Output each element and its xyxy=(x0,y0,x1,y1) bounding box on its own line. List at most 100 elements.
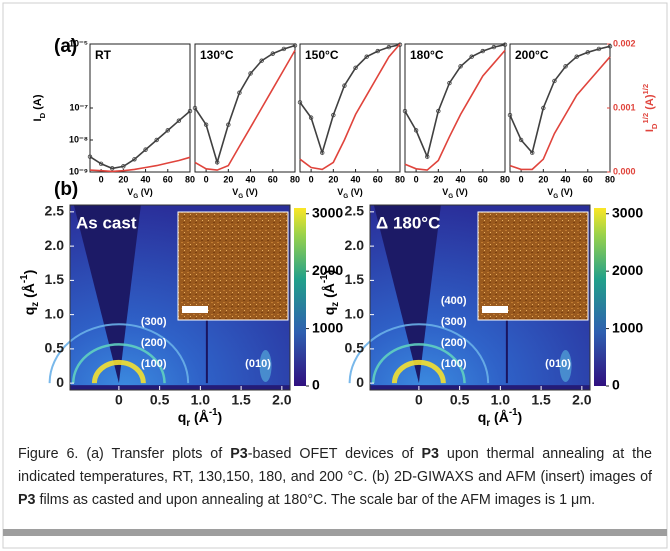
label-part: (Å xyxy=(321,283,337,302)
colorbar-tick-label: 3000 xyxy=(312,204,343,220)
y2-tick-label: 0.000 xyxy=(613,166,636,176)
x-tick-label: 0 xyxy=(414,174,419,184)
label-part: ) xyxy=(518,409,523,425)
curve-marker xyxy=(192,105,198,111)
curve xyxy=(509,45,611,155)
label-part: (A) xyxy=(644,94,656,113)
label-part: (V) xyxy=(453,187,468,197)
y2-tick-label: 0.001 xyxy=(613,102,636,112)
x-tick-label: 60 xyxy=(583,174,593,184)
curve-marker xyxy=(203,122,209,127)
peak-label: (300) xyxy=(441,316,467,328)
label-part: (Å xyxy=(21,283,37,302)
curve-marker xyxy=(248,71,253,76)
y-tick-label: 2.5 xyxy=(345,203,365,219)
curve-marker xyxy=(447,80,452,86)
divider xyxy=(3,529,667,536)
x-tick-label: 20 xyxy=(118,174,128,184)
label-part: q xyxy=(478,409,487,425)
curve-marker xyxy=(353,65,358,71)
label-part: (V) xyxy=(558,187,573,197)
curve-marker xyxy=(165,128,170,133)
x-tick-label: 20 xyxy=(328,174,338,184)
label-part: I xyxy=(32,118,44,121)
x-tick-label: 80 xyxy=(185,174,195,184)
plot-title: 150°C xyxy=(305,48,339,62)
label-part: (Å xyxy=(190,409,209,425)
caption-text: -based OFET devices of xyxy=(247,446,422,462)
plot-frame xyxy=(194,43,296,173)
label-part: I xyxy=(644,129,656,132)
x-tick-label: 2.0 xyxy=(572,392,592,408)
label-part: G xyxy=(553,193,558,200)
caption-bold: P3 xyxy=(18,492,36,508)
curve xyxy=(89,110,191,170)
caption-text: films as casted and upon annealing at 18… xyxy=(35,492,596,508)
label-part: -1 xyxy=(319,274,330,283)
x-tick-label: 0.5 xyxy=(150,392,170,408)
y-tick-label: 2.0 xyxy=(345,237,365,253)
curve-marker xyxy=(176,118,182,123)
label-part: V xyxy=(442,187,448,197)
y-tick-label: 10⁻⁵ xyxy=(69,38,88,48)
curve-marker xyxy=(259,58,264,63)
plot-title: 180°C xyxy=(410,48,444,62)
y-tick-label: 0 xyxy=(356,374,364,390)
label-part: ) xyxy=(21,270,37,275)
curve-marker xyxy=(320,150,325,155)
label-part: D xyxy=(38,112,47,118)
curve-marker xyxy=(491,44,497,50)
x-tick-label: 80 xyxy=(605,174,615,184)
curve-marker xyxy=(585,50,590,55)
x-tick-label: 1.0 xyxy=(191,392,211,408)
curve-marker xyxy=(143,147,148,152)
panel-label: (b) xyxy=(54,179,78,200)
label-part: G xyxy=(238,193,243,200)
y-tick-label: 1.5 xyxy=(345,271,365,287)
peak-label: (010) xyxy=(245,358,271,370)
caption-text: upon thermal annealing at the indicated … xyxy=(18,446,652,485)
y-axis-label: qz (Å-1) xyxy=(319,270,341,316)
curve-marker xyxy=(342,83,347,88)
peak-label: (200) xyxy=(441,337,467,349)
diffraction-ring xyxy=(48,323,190,384)
y-tick-label: 10⁻⁷ xyxy=(70,102,89,112)
label-part: 1/2 xyxy=(641,84,650,95)
colorbar-tick-label: 2000 xyxy=(612,262,643,278)
label-part: q xyxy=(321,307,337,316)
caption-bold: P3 xyxy=(230,446,248,462)
plot-title: 200°C xyxy=(515,48,549,62)
curve-marker xyxy=(364,54,369,59)
curve-marker xyxy=(541,105,546,111)
x-tick-label: 1.0 xyxy=(491,392,511,408)
curve-marker xyxy=(98,161,104,167)
pi-stack-peak xyxy=(259,350,272,383)
peak-label: (100) xyxy=(141,358,167,370)
peak-label: (010) xyxy=(545,358,571,370)
curve xyxy=(89,156,191,173)
scale-bar xyxy=(182,306,208,313)
x-tick-label: 40 xyxy=(141,174,151,184)
peak-label: (300) xyxy=(141,316,167,328)
caption: Figure 6. (a) Transfer plots of P3-based… xyxy=(18,443,652,512)
curve xyxy=(194,44,296,166)
x-tick-label: 80 xyxy=(395,174,405,184)
label-part: D xyxy=(650,123,659,129)
label-part: G xyxy=(343,193,348,200)
plot-frame xyxy=(404,43,506,173)
y-tick-label: 0.5 xyxy=(345,340,365,356)
curve-marker xyxy=(469,54,474,59)
colorbar-tick-label: 2000 xyxy=(312,262,343,278)
label-part: (V) xyxy=(348,187,363,197)
afm-inset xyxy=(177,211,289,321)
curve-marker xyxy=(297,100,303,105)
curve-marker xyxy=(292,43,298,48)
label-part: V xyxy=(547,187,553,197)
horizon xyxy=(370,385,590,390)
peak-label: (200) xyxy=(141,337,167,349)
label-part: -1 xyxy=(209,407,218,418)
y2-axis-label: ID1/2 (A)1/2 xyxy=(641,84,659,132)
image-title: As cast xyxy=(76,213,137,232)
